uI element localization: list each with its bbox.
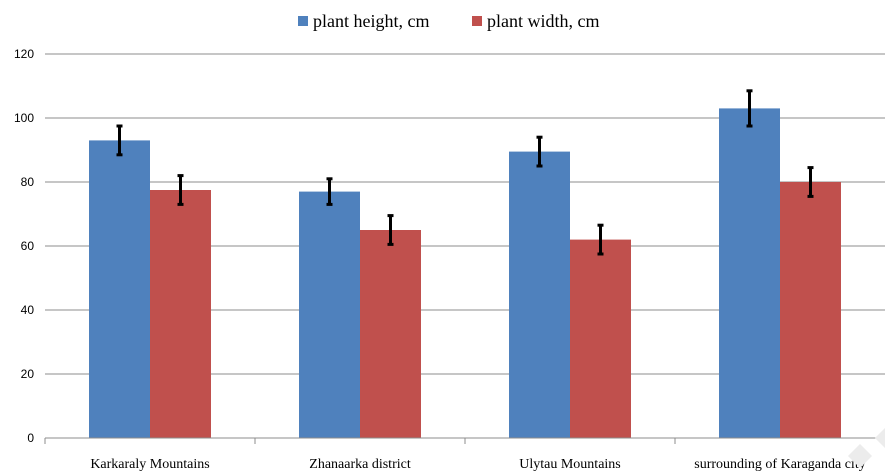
bar-plant-height [509,151,570,438]
legend-swatch [298,16,308,26]
y-tick-label: 120 [14,47,34,61]
bar-plant-height [299,191,360,438]
x-category-label: Karkaraly Mountains [90,457,209,471]
bar-plant-height [89,140,150,438]
corner-diamond-mark [848,428,885,468]
y-tick-label: 0 [27,431,34,445]
bar-plant-height [719,108,780,439]
bars [89,108,841,439]
y-tick-label: 100 [14,111,34,125]
x-axis [44,437,885,444]
y-tick-label: 60 [21,239,35,253]
error-bars [116,89,814,256]
y-tick-label: 80 [21,175,35,189]
x-category-label: surrounding of Karaganda city [694,457,865,471]
legend: plant height, cm plant width, cm [298,11,599,31]
bar-plant-width [570,239,631,438]
x-axis-category-labels: Karkaraly Mountains Zhanaarka district Uly… [90,457,865,471]
legend-label: plant height, cm [313,11,429,31]
x-category-label: Ulytau Mountains [519,457,621,471]
y-tick-label: 40 [21,303,35,317]
y-tick-label: 20 [21,367,35,381]
y-axis-tick-labels: 0 20 40 60 80 100 120 [14,47,34,445]
bar-plant-width [150,190,211,438]
legend-swatch [472,16,482,26]
bar-plant-width [360,230,421,438]
legend-label: plant width, cm [487,11,599,31]
x-category-label: Zhanaarka district [309,457,411,471]
bar-plant-width [780,182,841,438]
